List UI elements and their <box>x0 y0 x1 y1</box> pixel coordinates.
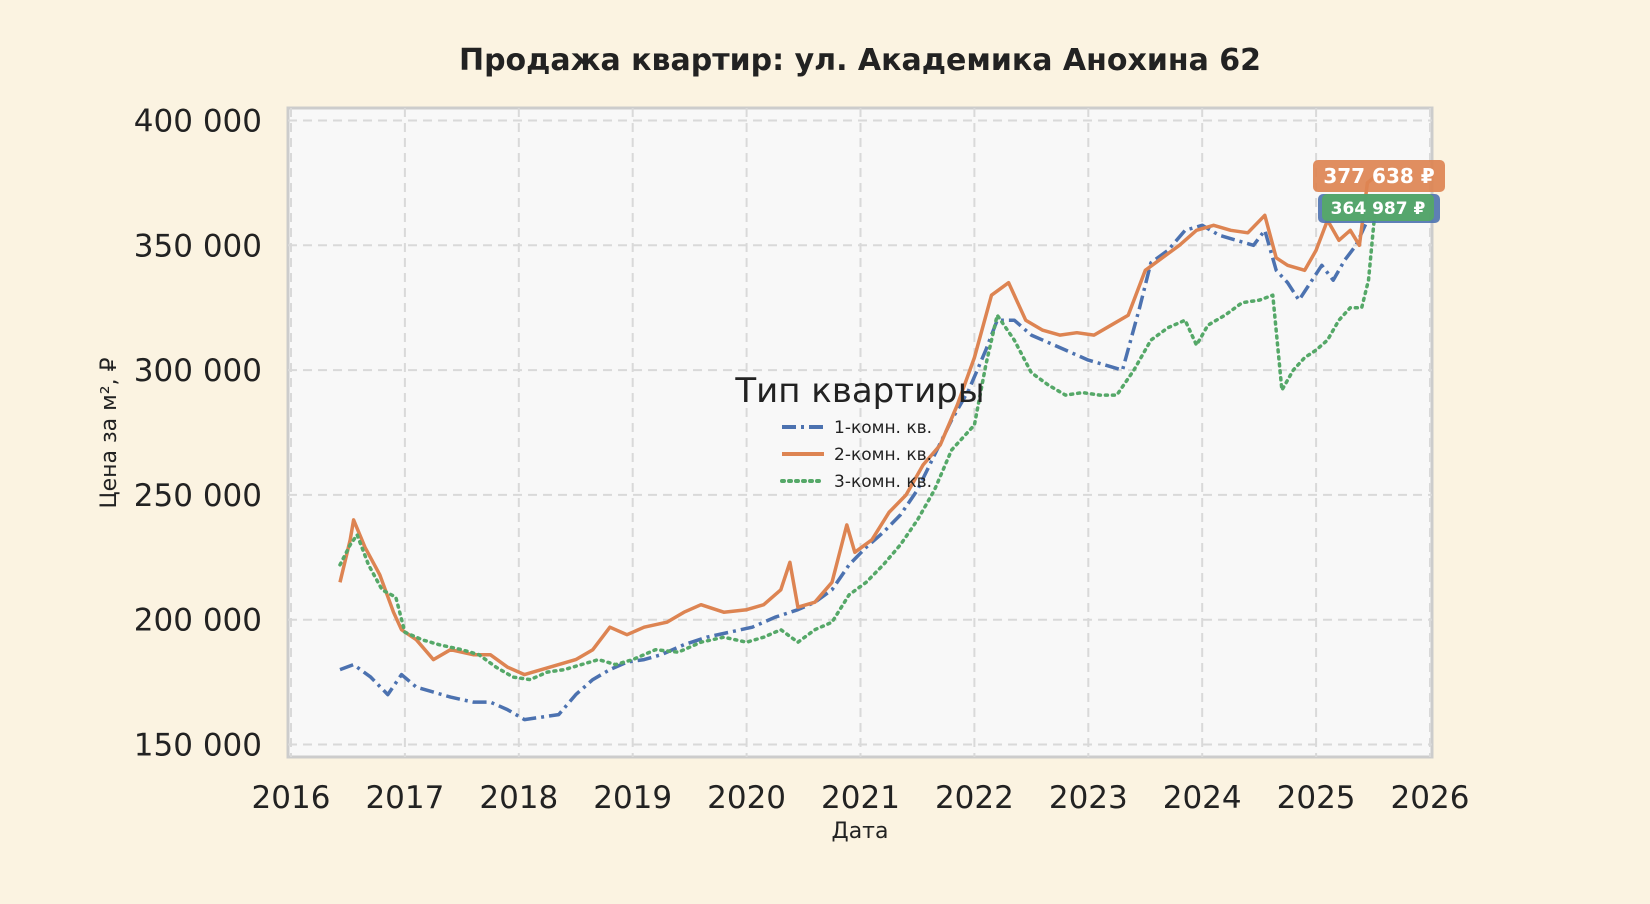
legend-label-3room: 3-комн. кв. <box>834 472 932 492</box>
x-tick-label: 2023 <box>1049 780 1128 816</box>
last-value-labels: 364 987 ₽ 377 638 ₽ <box>1313 160 1445 223</box>
x-tick-label: 2026 <box>1391 780 1470 816</box>
last-value-badge-bg-3room <box>1322 194 1434 221</box>
series-line-2room <box>338 174 1377 677</box>
last-value-badge-bg-2room <box>1313 160 1445 192</box>
legend-item: 2-комн. кв. <box>782 445 932 465</box>
x-tick-label: 2021 <box>821 780 900 816</box>
x-tick-label: 2019 <box>593 780 672 816</box>
chart-title: Продажа квартир: ул. Академика Анохина 6… <box>459 43 1261 78</box>
y-tick-label: 350 000 <box>134 228 262 264</box>
y-tick-label: 300 000 <box>134 353 262 389</box>
y-tick-label: 400 000 <box>134 103 262 139</box>
x-tick-label: 2016 <box>252 780 331 816</box>
last-value-label-3room: 364 987 ₽ <box>1331 199 1426 219</box>
legend: Тип квартиры 1-комн. кв. 2-комн. кв. 3-к… <box>734 371 984 492</box>
legend-item: 3-комн. кв. <box>780 472 932 492</box>
series-lines <box>338 174 1378 722</box>
y-axis-label: Цена за м², ₽ <box>97 357 122 508</box>
x-tick-label: 2020 <box>707 780 786 816</box>
legend-item: 1-комн. кв. <box>782 418 932 438</box>
x-tick-label: 2017 <box>365 780 444 816</box>
x-tick-label: 2024 <box>1163 780 1242 816</box>
last-value-label-2room: 377 638 ₽ <box>1323 164 1434 188</box>
y-tick-label: 250 000 <box>134 478 262 514</box>
x-axis-ticks: 2016 2017 2018 2019 2020 2021 2022 2023 2024 2025… <box>252 780 1470 816</box>
legend-label-1room: 1-комн. кв. <box>834 418 932 438</box>
x-axis-label: Дата <box>832 819 889 844</box>
legend-label-2room: 2-комн. кв. <box>834 445 932 465</box>
series-line-3room <box>338 206 1378 682</box>
legend-title: Тип квартиры <box>734 371 984 411</box>
y-tick-label: 200 000 <box>134 603 262 639</box>
y-tick-label: 150 000 <box>134 728 262 764</box>
x-tick-label: 2025 <box>1277 780 1356 816</box>
y-axis-ticks: 150 000 200 000 250 000 300 000 350 000 400 0… <box>134 103 262 763</box>
x-tick-label: 2022 <box>935 780 1014 816</box>
x-tick-label: 2018 <box>479 780 558 816</box>
series-line-1room <box>339 206 1377 722</box>
